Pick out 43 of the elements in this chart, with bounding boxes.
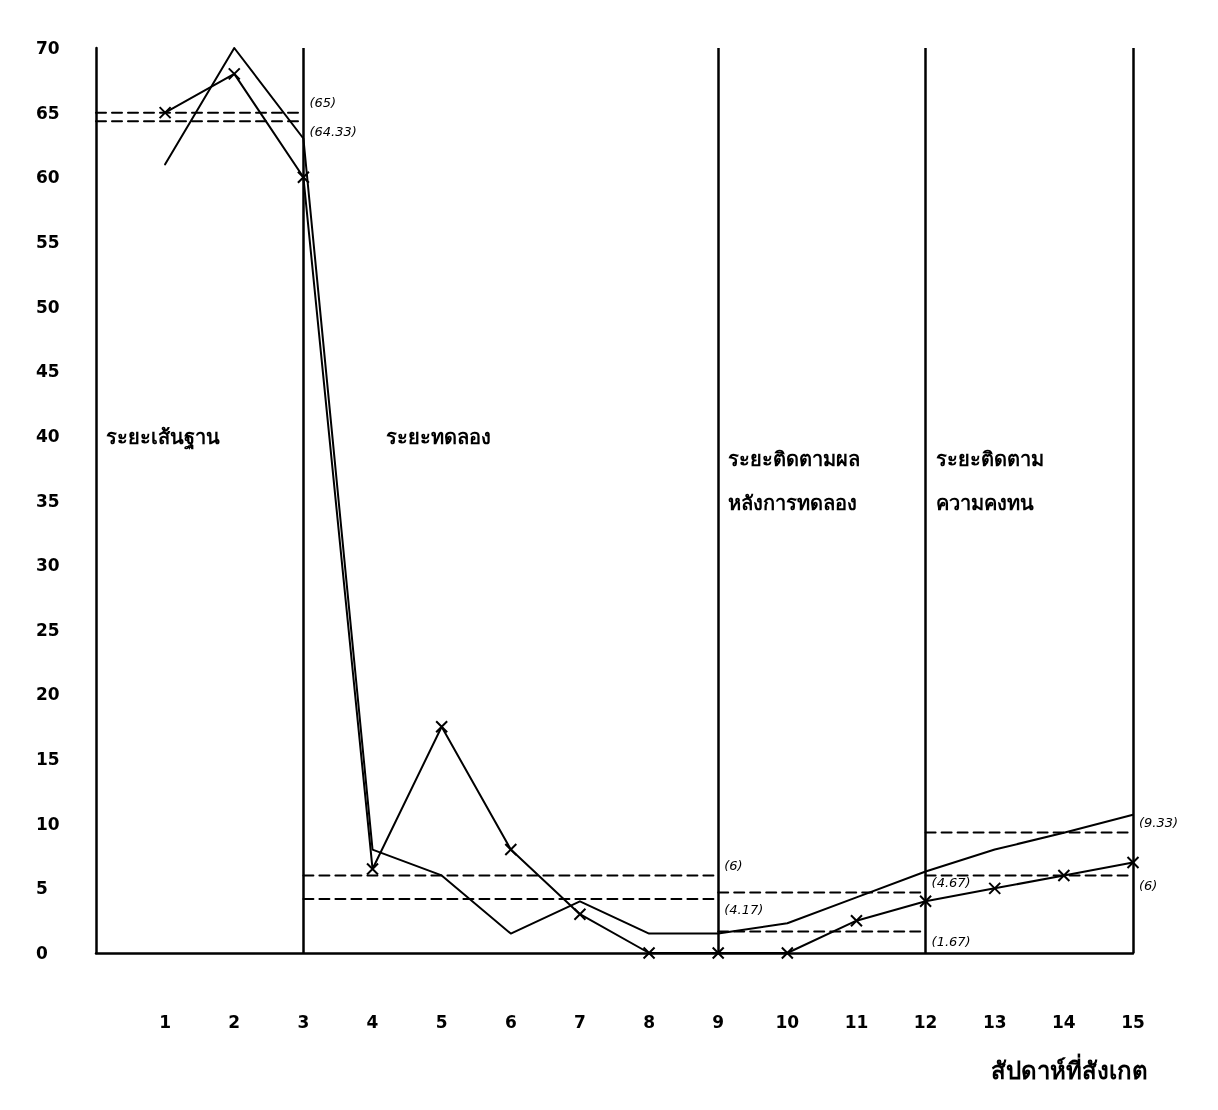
y-tick-label: 70 xyxy=(36,38,60,58)
y-tick-label: 25 xyxy=(36,619,60,640)
x-tick-label: 7 xyxy=(574,1011,586,1032)
annotation: ระยะติดตาม ความคงทน xyxy=(935,447,1044,516)
y-tick-label: 65 xyxy=(36,102,60,123)
annotation: (65) xyxy=(309,95,337,111)
annotation: (64.33) xyxy=(309,123,357,139)
y-tick-label: 0 xyxy=(36,943,48,963)
x-tick-label: 6 xyxy=(504,1011,517,1032)
x-tick-label: 14 xyxy=(1052,1011,1076,1032)
y-tick-label: 60 xyxy=(36,167,60,188)
y-tick-label: 50 xyxy=(36,296,60,317)
x-tick-label: 5 xyxy=(435,1011,448,1032)
x-tick-label: 9 xyxy=(712,1011,725,1032)
x-tick-label: 12 xyxy=(913,1011,938,1032)
y-tick-label: 55 xyxy=(36,231,60,252)
x-tick-label: 15 xyxy=(1121,1011,1145,1032)
annotation: ระยะเส้นฐาน xyxy=(106,425,220,452)
x-tick-label: 10 xyxy=(775,1011,800,1032)
annotation: (4.67) xyxy=(931,875,971,891)
annotation: ระยะติดตามผล หลังการทดลอง xyxy=(728,447,861,516)
y-tick-label: 5 xyxy=(36,878,48,899)
annotation: (9.33) xyxy=(1139,814,1179,830)
x-tick-label: 1 xyxy=(159,1011,172,1032)
y-tick-label: 15 xyxy=(36,749,60,770)
annotation: ระยะทดลอง xyxy=(386,425,492,450)
x-tick-label: 2 xyxy=(228,1011,241,1032)
y-tick-label: 20 xyxy=(36,684,60,705)
x-tick-label: 11 xyxy=(844,1011,869,1032)
x-tick-label: 8 xyxy=(643,1011,655,1032)
y-tick-label: 45 xyxy=(36,361,60,382)
y-tick-label: 10 xyxy=(36,813,60,834)
y-tick-label: 35 xyxy=(36,490,60,511)
annotation: (6) xyxy=(724,857,743,873)
x-tick-label: 4 xyxy=(366,1011,379,1032)
x-tick-label: 13 xyxy=(982,1011,1007,1032)
x-axis-title: สัปดาห์ที่สังเกต xyxy=(991,1053,1148,1085)
annotation: (1.67) xyxy=(931,933,971,949)
annotation: (6) xyxy=(1139,877,1158,893)
x-tick-label: 3 xyxy=(297,1011,310,1032)
y-tick-label: 40 xyxy=(36,425,60,446)
annotation: (4.17) xyxy=(724,901,764,917)
y-tick-label: 30 xyxy=(36,555,60,576)
